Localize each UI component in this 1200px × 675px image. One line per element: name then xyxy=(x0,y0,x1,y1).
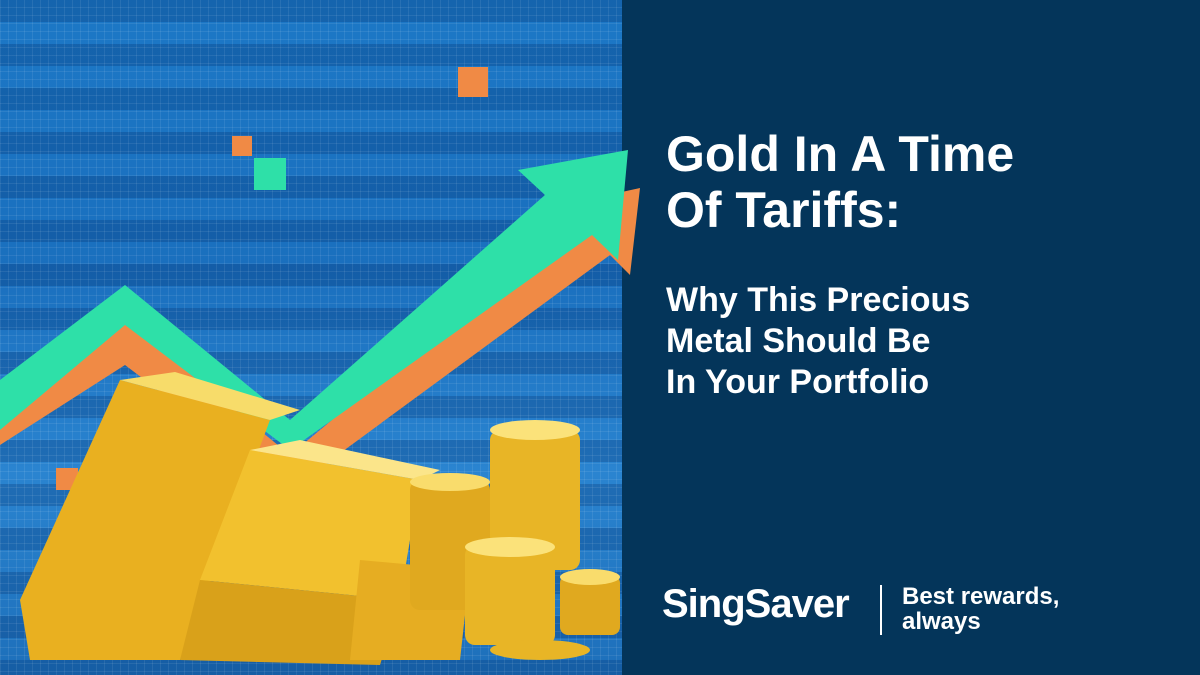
title-line: Gold In A Time xyxy=(666,126,1015,182)
pixel-square xyxy=(232,136,252,156)
headline-title: Gold In A Time Of Tariffs: xyxy=(666,126,1166,238)
green-trend-arrow xyxy=(0,150,628,450)
subtitle-line: In Your Portfolio xyxy=(666,363,930,401)
gold-coin-stacks-icon xyxy=(410,420,620,660)
pixel-background xyxy=(0,0,622,675)
subtitle-line: Metal Should Be xyxy=(666,322,931,360)
gold-bars-icon xyxy=(20,372,470,665)
tagline: Best rewards, always xyxy=(902,584,1059,634)
title-line: Of Tariffs: xyxy=(666,182,902,238)
tagline-line: Best rewards, xyxy=(902,583,1060,610)
tagline-line: always xyxy=(902,608,981,635)
subtitle-line: Why This Precious xyxy=(666,281,971,319)
headline-panel xyxy=(622,0,1200,675)
divider xyxy=(880,585,882,635)
pixel-square xyxy=(254,158,286,190)
pixel-square xyxy=(458,67,488,97)
singsaver-logo: SingSaver xyxy=(662,582,850,626)
headline-subtitle: Why This Precious Metal Should Be In You… xyxy=(666,280,1166,403)
